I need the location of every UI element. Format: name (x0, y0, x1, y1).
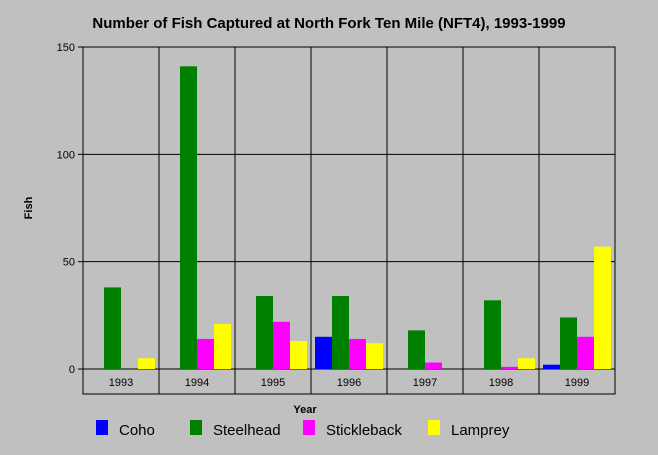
bar-steelhead-1993 (104, 287, 121, 369)
bar-steelhead-1998 (484, 300, 501, 369)
bar-steelhead-1996 (332, 296, 349, 369)
legend-swatch-stickleback (303, 420, 315, 435)
x-tick-label: 1993 (109, 377, 133, 389)
bar-coho-1999 (543, 364, 560, 369)
y-tick-label: 150 (57, 42, 75, 54)
x-axis-band (82, 368, 616, 395)
bar-lamprey-1999 (594, 246, 611, 369)
y-tick-label: 100 (57, 149, 75, 161)
legend: Coho Steelhead Stickleback Lamprey (96, 420, 510, 439)
bar-stickleback-1994 (197, 338, 214, 369)
legend-swatch-steelhead (190, 420, 202, 435)
bar-steelhead-1999 (560, 317, 577, 369)
x-tick-label: 1994 (185, 377, 209, 389)
bar-steelhead-1995 (256, 296, 273, 369)
x-tick-label: 1999 (565, 377, 589, 389)
legend-label-coho: Coho (119, 422, 155, 439)
x-tick-label: 1996 (337, 377, 361, 389)
bar-stickleback-1999 (577, 336, 594, 369)
x-tick-label: 1995 (261, 377, 285, 389)
bars-group (104, 66, 611, 369)
bar-stickleback-1997 (425, 362, 442, 369)
y-axis-title: Fish (23, 196, 35, 219)
legend-label-stickleback: Stickleback (326, 422, 402, 439)
y-tick-label: 0 (69, 364, 75, 376)
x-tick-label: 1998 (489, 377, 513, 389)
legend-label-steelhead: Steelhead (213, 422, 281, 439)
legend-label-lamprey: Lamprey (451, 422, 510, 439)
bar-lamprey-1993 (138, 358, 155, 369)
y-tick-label: 50 (63, 257, 75, 269)
legend-swatch-lamprey (428, 420, 440, 435)
x-axis-ticks: 1993 1994 1995 1996 1997 1998 1999 (109, 377, 589, 389)
bar-coho-1996 (315, 336, 332, 369)
bar-steelhead-1994 (180, 66, 197, 369)
y-axis-ticks: 0 50 100 150 (57, 42, 83, 376)
bar-lamprey-1994 (214, 323, 231, 369)
x-tick-label: 1997 (413, 377, 437, 389)
bar-lamprey-1995 (290, 341, 307, 369)
bar-stickleback-1998 (501, 366, 518, 369)
legend-swatch-coho (96, 420, 108, 435)
bar-stickleback-1996 (349, 338, 366, 369)
bar-lamprey-1996 (366, 343, 383, 369)
chart-title: Number of Fish Captured at North Fork Te… (92, 15, 565, 32)
x-axis-title: Year (293, 404, 317, 416)
bar-stickleback-1995 (273, 321, 290, 369)
grid-lines (83, 47, 615, 394)
bar-lamprey-1998 (518, 358, 535, 369)
bar-steelhead-1997 (408, 330, 425, 369)
